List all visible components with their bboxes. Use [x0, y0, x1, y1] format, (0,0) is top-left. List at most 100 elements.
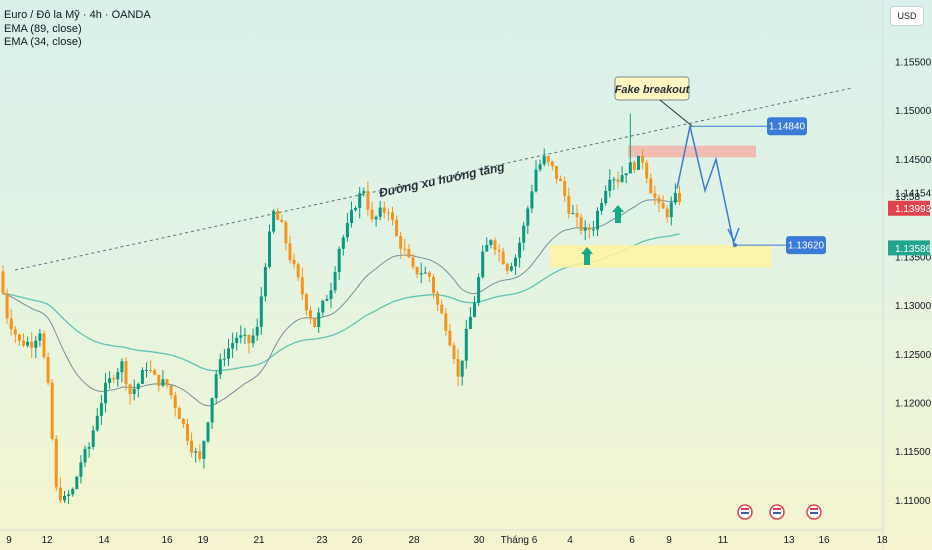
candle-body: [157, 374, 161, 386]
x-tick-label: 6: [629, 535, 635, 546]
candle-body: [186, 423, 189, 441]
candle-body: [206, 422, 210, 442]
target-low-label: 1.13620: [788, 241, 825, 252]
y-tick-label: 1.13500: [895, 252, 932, 263]
candle-body: [604, 190, 608, 204]
candle-body: [600, 203, 604, 211]
x-tick-label: 21: [253, 535, 265, 546]
candle-body: [423, 272, 427, 274]
candle-body: [149, 369, 153, 371]
candle-body: [169, 385, 173, 396]
candle-body: [550, 161, 554, 167]
candle-body: [366, 191, 370, 210]
candle-body: [456, 359, 460, 377]
candle-body: [13, 329, 17, 335]
candle-body: [333, 272, 337, 291]
candle-body: [555, 166, 558, 179]
candle-body: [497, 249, 501, 252]
y-tick-label: 1.15000: [895, 106, 932, 117]
fake-breakout-box: [614, 76, 690, 101]
candle-body: [9, 318, 13, 330]
candle-body: [436, 293, 440, 305]
candle-body: [641, 155, 645, 163]
candle-body: [587, 227, 591, 231]
candle-body: [165, 379, 169, 386]
candle-body: [522, 225, 526, 243]
candle-body: [448, 330, 452, 346]
x-tick-label: 30: [473, 535, 485, 546]
candle-body: [300, 277, 304, 295]
candle-body: [58, 487, 62, 501]
x-tick-label: 13: [783, 535, 795, 546]
candle-body: [411, 257, 415, 267]
target-high-label-box: [767, 117, 807, 136]
candle-body: [546, 156, 550, 162]
candle-body: [128, 384, 132, 394]
candle-body: [345, 223, 349, 238]
candle-body: [350, 210, 353, 224]
candle-body: [235, 337, 239, 344]
candle-body: [452, 345, 456, 360]
candle-body: [1, 271, 5, 294]
candle-body: [268, 231, 271, 267]
candle-body: [354, 208, 358, 211]
y-tick-label: 1.12500: [895, 350, 932, 361]
economic-event-flag-stripe: [810, 512, 818, 514]
x-tick-label: 12: [41, 535, 53, 546]
candle-body: [309, 310, 312, 319]
currency-button[interactable]: USD: [890, 6, 924, 26]
candle-body: [399, 236, 403, 249]
candle-body: [50, 382, 54, 439]
support-zone: [550, 245, 772, 268]
candle-body: [632, 162, 636, 170]
candle-body: [71, 488, 75, 495]
candle-body: [649, 178, 653, 194]
candle-body: [120, 361, 124, 373]
candle-body: [255, 326, 259, 336]
candle-body: [579, 217, 583, 231]
candle-body: [489, 240, 493, 245]
x-tick-label: 4: [567, 535, 573, 546]
up-arrow-icon: [612, 205, 624, 223]
candle-body: [87, 446, 91, 449]
candle-body: [124, 361, 128, 385]
candle-body: [280, 219, 284, 223]
y-tick-label: 1.14500: [895, 155, 932, 166]
candle-body: [75, 476, 79, 489]
candle-body: [501, 251, 505, 265]
candle-body: [637, 155, 640, 170]
candle-body: [46, 357, 50, 383]
x-tick-label: 23: [316, 535, 328, 546]
candle-body: [38, 333, 42, 341]
candle-body: [391, 212, 394, 220]
candle-body: [341, 237, 345, 249]
candle-body: [464, 328, 468, 361]
candle-body: [42, 333, 46, 358]
price-badge-ema-box: [888, 240, 930, 256]
candle-body: [559, 178, 563, 182]
candle-body: [530, 191, 534, 209]
candle-body: [325, 299, 329, 301]
candle-body: [17, 334, 21, 341]
candle-body: [382, 207, 386, 213]
x-tick-label: 9: [666, 535, 672, 546]
candle-body: [534, 169, 538, 192]
candle-body: [596, 210, 599, 230]
candle-body: [460, 360, 464, 377]
fake-breakout-label: Fake breakout: [615, 84, 691, 96]
candle-body: [218, 359, 222, 375]
chart-legend: Euro / Đô la Mỹ · 4h · OANDA EMA (89, cl…: [4, 9, 151, 50]
x-tick-label: Tháng 6: [501, 535, 538, 546]
candle-body: [509, 266, 513, 271]
y-tick-label: 1.13000: [895, 301, 932, 312]
y-tick-label: 1.11000: [895, 496, 931, 507]
candle-body: [259, 296, 263, 327]
candle-body: [407, 248, 411, 258]
price-axis-label: 1.14154: [895, 189, 932, 200]
candle-body: [538, 164, 542, 170]
candle-body: [440, 304, 444, 314]
candle-body: [591, 229, 595, 231]
candle-body: [34, 340, 38, 348]
